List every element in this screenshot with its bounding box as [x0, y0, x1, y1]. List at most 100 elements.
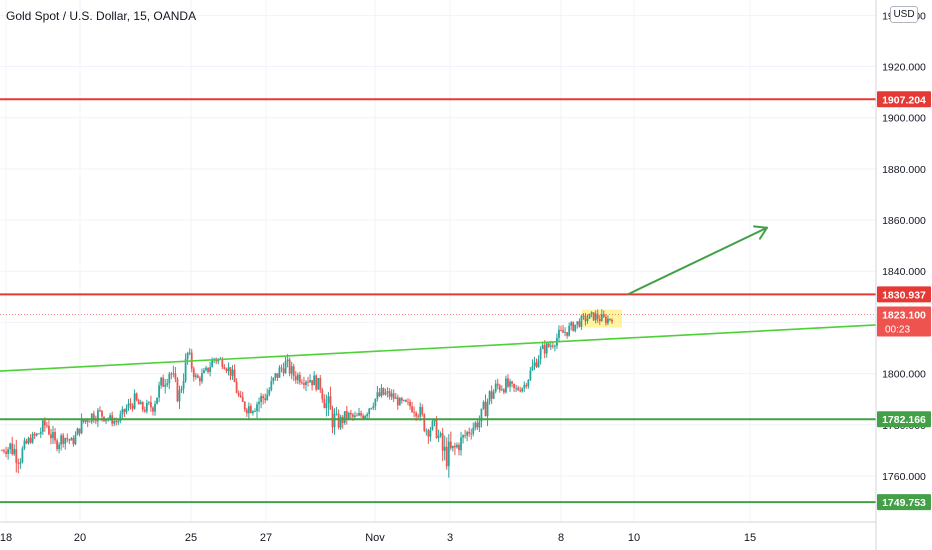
candle-body: [392, 393, 395, 399]
candle-body: [423, 414, 426, 431]
candle-body: [86, 420, 89, 423]
candle-body: [33, 433, 36, 436]
candle-body: [598, 319, 601, 322]
candle-body: [9, 443, 12, 450]
y-tick-label: 1800.000: [882, 369, 926, 381]
candle-body: [343, 411, 346, 423]
trend-line[interactable]: [0, 324, 877, 372]
candle-body: [535, 362, 538, 368]
candle-body: [82, 418, 85, 422]
candle-body: [543, 345, 546, 354]
candle-body: [449, 441, 452, 449]
x-tick-label: 18: [0, 532, 12, 544]
candle-body: [447, 441, 450, 467]
candle-body: [233, 369, 236, 383]
candle-body: [580, 316, 583, 327]
candle-body: [70, 438, 73, 441]
candle-body: [578, 321, 581, 327]
candle-body: [96, 410, 99, 422]
candle-body: [429, 429, 432, 437]
currency-button[interactable]: USD: [890, 6, 918, 23]
support-price-tag[interactable]: [877, 494, 931, 511]
candle-body: [325, 403, 328, 409]
candle-body: [313, 375, 316, 386]
candle-body: [186, 352, 189, 360]
projection-arrow-shaft[interactable]: [627, 226, 768, 296]
candle-body: [492, 391, 495, 399]
candle-body: [576, 321, 579, 325]
candle-body: [354, 415, 356, 417]
candle-body: [298, 374, 301, 383]
candle-body: [209, 367, 211, 373]
plot-area[interactable]: [0, 98, 877, 504]
candle-body: [17, 462, 20, 464]
candle-body: [390, 393, 393, 397]
candle-body: [194, 375, 197, 377]
candle-body: [337, 413, 340, 428]
y-tick-label: 1760.000: [882, 471, 926, 483]
candle-body: [72, 438, 75, 445]
last-price-tag[interactable]: [877, 306, 931, 337]
candle-body: [490, 391, 493, 399]
candle-body: [115, 421, 118, 423]
x-tick-label: 20: [74, 532, 86, 544]
candle-body: [13, 449, 16, 455]
support-price-tag[interactable]: [877, 411, 931, 428]
candle-body: [345, 411, 348, 419]
candle-body: [198, 377, 201, 382]
candle-body: [231, 369, 234, 376]
candle-body: [127, 403, 130, 409]
candle-body: [396, 397, 399, 406]
candle-body: [229, 367, 232, 376]
candle-body: [247, 406, 250, 414]
candle-body: [427, 430, 430, 437]
candle-body: [403, 399, 405, 401]
candle-body: [443, 446, 446, 451]
candle-body: [264, 398, 267, 401]
candle-body: [143, 409, 146, 412]
candle-body: [50, 434, 52, 439]
resistance-price-tag[interactable]: [877, 286, 931, 303]
candle-body: [553, 345, 556, 347]
candle-body: [201, 373, 203, 382]
candle-body: [225, 369, 228, 372]
candle-body: [384, 392, 387, 395]
candle-body: [90, 413, 93, 422]
candle-body: [549, 345, 552, 347]
candle-body: [207, 367, 209, 373]
candle-body: [31, 433, 34, 443]
candle-body: [500, 389, 503, 391]
candle-body: [602, 314, 605, 317]
candle-body: [162, 377, 165, 387]
countdown-label: 00:23: [885, 324, 910, 335]
candle-body: [466, 432, 469, 436]
candle-body: [360, 413, 362, 416]
level-price-label: 1907.204: [882, 94, 926, 106]
candle-body: [574, 324, 577, 331]
candle-body: [288, 359, 291, 374]
candle-body: [109, 415, 112, 419]
candle-body: [474, 422, 477, 428]
candle-body: [1, 450, 3, 452]
candle-body: [527, 379, 530, 387]
candle-body: [305, 381, 307, 385]
candle-body: [611, 319, 613, 322]
symbol-title: Gold Spot / U.S. Dollar, 15, OANDA: [6, 9, 197, 23]
candle-body: [511, 381, 513, 384]
level-price-label: 1830.937: [882, 289, 926, 301]
candle-body: [278, 367, 281, 378]
candle-body: [294, 376, 297, 381]
candle-body: [431, 421, 434, 430]
candle-body: [276, 373, 279, 378]
candle-body: [494, 383, 497, 392]
candle-body: [270, 381, 273, 390]
candle-body: [386, 391, 389, 393]
candle-body: [480, 408, 483, 422]
candle-body: [292, 366, 295, 377]
candle-body: [470, 433, 473, 435]
candle-body: [582, 315, 585, 317]
candle-body: [478, 421, 481, 428]
resistance-price-tag[interactable]: [877, 91, 931, 108]
